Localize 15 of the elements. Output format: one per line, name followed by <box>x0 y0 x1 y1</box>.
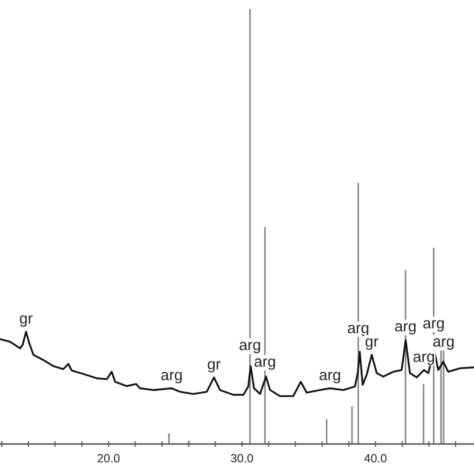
annotation: arg <box>433 338 454 350</box>
annotation: gr <box>208 361 221 372</box>
annotation: arg <box>161 372 182 384</box>
annotation: gr <box>20 315 33 327</box>
x-tick-label: 30.0 <box>230 454 254 462</box>
annotation: arg <box>395 323 416 335</box>
annotation: arg <box>348 324 368 336</box>
annotation: arg <box>414 354 434 366</box>
annotation: gr <box>366 338 378 350</box>
x-tick-label: 40.0 <box>364 454 387 462</box>
annotation: arg <box>320 372 340 384</box>
annotation: arg <box>254 358 276 370</box>
annotation: arg <box>423 320 444 332</box>
x-tick-label: 20.0 <box>98 454 120 462</box>
annotation: arg <box>240 342 260 354</box>
